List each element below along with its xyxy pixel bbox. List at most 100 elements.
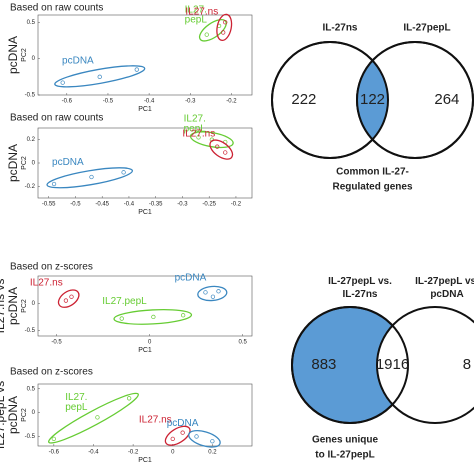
point bbox=[223, 150, 228, 155]
y-tick-label: 0 bbox=[32, 301, 36, 307]
y-tick-label: 0.2 bbox=[27, 137, 36, 143]
point bbox=[194, 434, 199, 439]
set-outline bbox=[290, 306, 409, 424]
region-count: 222 bbox=[291, 91, 316, 108]
y-tick-label: -0.5 bbox=[25, 93, 36, 99]
point bbox=[210, 294, 216, 299]
panel-title: Based on z-scores bbox=[10, 367, 93, 378]
cluster-outline bbox=[216, 13, 233, 42]
y-tick-label: 0.5 bbox=[27, 20, 36, 26]
region-count: 1916 bbox=[376, 356, 409, 373]
cluster-outline bbox=[198, 18, 227, 42]
x-tick-label: -0.6 bbox=[49, 450, 60, 456]
region-count: 264 bbox=[434, 91, 459, 108]
y-tick-label: -0.5 bbox=[25, 434, 36, 440]
cluster-outline bbox=[209, 139, 234, 160]
point bbox=[119, 316, 124, 321]
y-axis-label: PC2 bbox=[21, 48, 28, 62]
series-label: pcDNA bbox=[52, 156, 84, 167]
series-label-line: IL27. bbox=[184, 113, 206, 124]
cluster-outline bbox=[164, 425, 191, 446]
series-label-line: IL27.ns bbox=[182, 128, 215, 139]
point bbox=[63, 298, 69, 303]
x-tick-label: 0 bbox=[148, 340, 152, 346]
series-label-line: pcDNA bbox=[175, 272, 207, 283]
plot-frame bbox=[37, 14, 253, 96]
y-tick-label: 0 bbox=[32, 410, 36, 416]
row-label: IL27.pepL vs bbox=[0, 381, 7, 449]
series-label: pcDNA bbox=[62, 55, 94, 66]
row-label: pcDNA bbox=[6, 287, 20, 325]
series-label-line: IL27. bbox=[65, 392, 87, 403]
y-axis-label: PC2 bbox=[21, 299, 28, 313]
set-label: IL-27pepL bbox=[403, 23, 450, 34]
x-axis-label: PC1 bbox=[138, 347, 152, 354]
x-tick-label: -0.3 bbox=[185, 99, 196, 105]
point bbox=[95, 415, 100, 420]
x-tick-label: 0.5 bbox=[239, 340, 248, 346]
x-tick-label: -0.2 bbox=[231, 202, 242, 208]
point bbox=[204, 32, 209, 37]
x-tick-label: 0.2 bbox=[208, 450, 217, 456]
x-tick-label: -0.5 bbox=[51, 340, 62, 346]
x-tick-label: -0.35 bbox=[149, 202, 163, 208]
cluster-outline bbox=[188, 430, 221, 448]
cluster-outline bbox=[46, 167, 134, 189]
point bbox=[51, 436, 57, 441]
x-tick-label: 0 bbox=[171, 450, 175, 456]
set-label: IL-27ns bbox=[322, 23, 357, 34]
venn-caption: Genes unique bbox=[312, 435, 379, 446]
set-label: IL-27pepL vs. bbox=[328, 276, 392, 287]
x-tick-label: -0.5 bbox=[103, 99, 114, 105]
point bbox=[221, 30, 226, 35]
region-count: 8 bbox=[463, 356, 471, 373]
series-label-line: IL27. bbox=[185, 4, 207, 15]
point bbox=[134, 67, 139, 72]
series-label-line: pepL bbox=[185, 14, 208, 25]
venn-caption: Common IL-27- bbox=[336, 167, 409, 178]
point bbox=[180, 430, 185, 435]
plot-frame bbox=[37, 383, 253, 447]
point bbox=[196, 135, 201, 140]
point bbox=[89, 174, 94, 180]
point bbox=[51, 181, 57, 187]
x-tick-label: -0.2 bbox=[128, 450, 139, 456]
series-label: IL27.ns bbox=[185, 6, 218, 17]
series-label: IL27.pepL bbox=[65, 392, 88, 413]
point bbox=[223, 20, 228, 25]
point bbox=[121, 170, 126, 175]
y-tick-label: 0.5 bbox=[27, 386, 36, 392]
set-label: pcDNA bbox=[430, 289, 463, 300]
panel-title: Based on raw counts bbox=[10, 3, 103, 14]
point bbox=[126, 396, 132, 401]
venn-caption: to IL-27pepL bbox=[315, 450, 374, 461]
cluster-outline bbox=[48, 392, 139, 444]
y-tick-label: -0.2 bbox=[25, 184, 36, 190]
x-tick-label: -0.55 bbox=[42, 202, 56, 208]
point bbox=[97, 74, 102, 79]
cluster-outline bbox=[197, 285, 228, 302]
series-label-line: IL27.ns bbox=[30, 277, 63, 288]
series-label-line: pepL bbox=[65, 402, 88, 413]
series-label-line: pcDNA bbox=[52, 156, 84, 167]
set-outline bbox=[271, 41, 389, 159]
series-label-line: pcDNA bbox=[62, 55, 94, 66]
region-count: 122 bbox=[360, 91, 385, 108]
point bbox=[210, 439, 215, 444]
row-label: IL27.ns vs bbox=[0, 279, 7, 334]
x-tick-label: -0.6 bbox=[62, 99, 73, 105]
series-label: pcDNA bbox=[175, 272, 207, 283]
cluster-outline bbox=[57, 289, 80, 308]
x-tick-label: -0.25 bbox=[202, 202, 216, 208]
x-axis-label: PC1 bbox=[138, 209, 152, 216]
point bbox=[69, 294, 74, 299]
plot-frame bbox=[37, 275, 253, 337]
cluster-outline bbox=[113, 308, 193, 325]
series-label: IL27.ns bbox=[182, 128, 215, 139]
point bbox=[151, 314, 156, 320]
point bbox=[203, 290, 208, 295]
series-label: IL27.pepL bbox=[185, 4, 208, 25]
set-outline bbox=[356, 41, 474, 159]
panel-title: Based on z-scores bbox=[10, 262, 93, 273]
series-label-line: IL27.ns bbox=[139, 414, 172, 425]
